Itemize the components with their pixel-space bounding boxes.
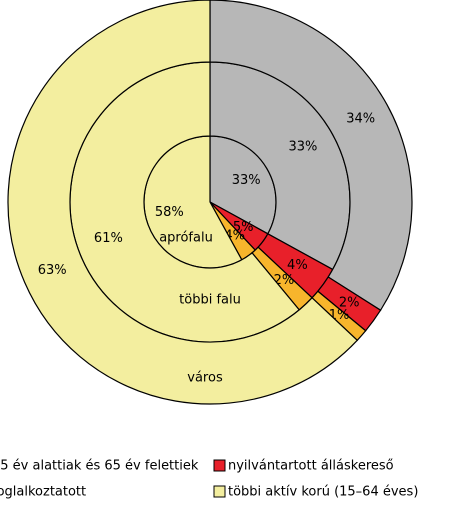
value-label: 34% xyxy=(346,112,375,127)
legend-swatch xyxy=(213,459,226,472)
legend-swatch xyxy=(213,485,226,498)
ring-label: aprófalu xyxy=(159,231,213,246)
ring-label: többi falu xyxy=(179,293,241,308)
value-label: 33% xyxy=(232,173,261,188)
value-label: 33% xyxy=(289,140,318,155)
value-label: 63% xyxy=(38,263,67,278)
legend-label: foglalkoztatott xyxy=(0,485,86,500)
legend-label: 15 év alattiak és 65 év felettiek xyxy=(0,459,199,474)
value-label: 58% xyxy=(155,205,184,220)
value-label: 61% xyxy=(94,231,123,246)
value-label: 4% xyxy=(287,258,308,273)
ring-label: város xyxy=(187,371,223,386)
legend-label: nyilvántartott álláskereső xyxy=(228,459,394,474)
pie-slice xyxy=(209,0,413,312)
value-label: 2% xyxy=(339,296,360,311)
pie-slice xyxy=(7,0,359,405)
legend-label: többi aktív korú (15–64 éves) xyxy=(228,485,418,500)
